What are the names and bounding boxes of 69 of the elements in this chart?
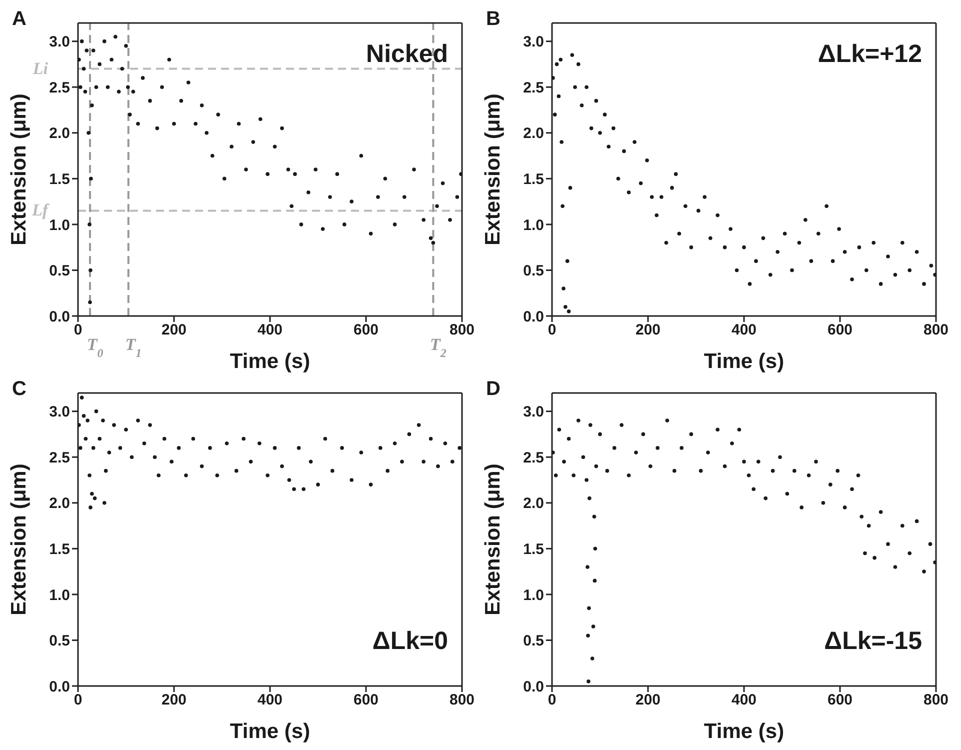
y-tick-label: 2.5 bbox=[49, 79, 70, 96]
y-tick-label: 2.0 bbox=[523, 495, 544, 512]
x-tick-label: 600 bbox=[827, 322, 853, 339]
annotation: Nicked bbox=[366, 40, 448, 69]
y-tick-label: 1.0 bbox=[49, 216, 70, 234]
x-tick-label: 800 bbox=[923, 322, 949, 339]
ref-line-label: T$_{0}$ bbox=[86, 335, 104, 360]
x-axis-title: Time (s) bbox=[230, 350, 310, 373]
ref-line-label: Lf bbox=[30, 200, 50, 220]
y-tick-label: 1.0 bbox=[523, 586, 544, 604]
y-tick-label: 2.0 bbox=[49, 125, 70, 142]
y-tick-label: 2.0 bbox=[523, 125, 544, 142]
y-tick-label: 1.0 bbox=[523, 216, 544, 234]
y-axis-title: Extension (μm) bbox=[7, 464, 30, 616]
x-tick-label: 0 bbox=[74, 322, 82, 339]
annotation: ΔLk=-15 bbox=[824, 627, 922, 656]
x-tick-label: 200 bbox=[635, 692, 661, 709]
annotation: ΔLk=0 bbox=[372, 627, 448, 656]
y-axis-title: Extension (μm) bbox=[481, 464, 504, 616]
y-tick-label: 3.0 bbox=[49, 404, 70, 421]
y-tick-label: 1.5 bbox=[49, 170, 70, 188]
y-tick-label: 2.5 bbox=[49, 449, 70, 466]
y-axis-title: Extension (μm) bbox=[481, 94, 504, 246]
y-tick-label: 0.0 bbox=[49, 308, 70, 326]
y-tick-label: 0.0 bbox=[523, 678, 544, 696]
x-tick-label: 400 bbox=[257, 692, 283, 709]
y-tick-label: 2.0 bbox=[49, 495, 70, 512]
ref-line-label: T$_{2}$ bbox=[430, 335, 446, 360]
y-tick-label: 1.0 bbox=[49, 586, 70, 604]
x-tick-label: 400 bbox=[731, 322, 757, 339]
y-axis-title: Extension (μm) bbox=[7, 94, 30, 246]
x-axis-title: Time (s) bbox=[704, 720, 784, 743]
y-tick-label: 2.5 bbox=[523, 79, 544, 96]
annotation: ΔLk=+12 bbox=[818, 40, 922, 69]
y-tick-label: 3.0 bbox=[523, 34, 544, 51]
x-tick-label: 600 bbox=[827, 692, 853, 709]
y-tick-label: 2.5 bbox=[523, 449, 544, 466]
ref-line-label: Li bbox=[32, 58, 48, 78]
x-tick-label: 400 bbox=[257, 322, 283, 339]
text: C bbox=[12, 378, 26, 401]
y-tick-label: 1.5 bbox=[49, 540, 70, 558]
y-tick-label: 1.5 bbox=[523, 540, 544, 558]
y-tick-label: 3.0 bbox=[49, 34, 70, 51]
y-tick-label: 0.5 bbox=[49, 262, 70, 280]
x-tick-label: 0 bbox=[548, 692, 556, 709]
y-tick-label: 0.5 bbox=[523, 632, 544, 650]
text: A bbox=[12, 8, 26, 31]
y-tick-label: 0.5 bbox=[523, 262, 544, 280]
x-tick-label: 400 bbox=[731, 692, 757, 709]
y-tick-label: 0.0 bbox=[523, 308, 544, 326]
x-tick-label: 800 bbox=[923, 692, 949, 709]
x-tick-label: 200 bbox=[161, 692, 187, 709]
y-tick-label: 0.0 bbox=[49, 678, 70, 696]
y-tick-label: 3.0 bbox=[523, 404, 544, 421]
x-tick-label: 200 bbox=[161, 322, 187, 339]
x-tick-label: 0 bbox=[74, 692, 82, 709]
ref-line-label: T$_{1}$ bbox=[125, 335, 142, 360]
x-tick-label: 800 bbox=[449, 692, 475, 709]
x-axis-title: Time (s) bbox=[230, 720, 310, 743]
y-tick-label: 1.5 bbox=[523, 170, 544, 188]
x-tick-label: 0 bbox=[548, 322, 556, 339]
y-tick-label: 0.5 bbox=[49, 632, 70, 650]
x-axis-title: Time (s) bbox=[704, 350, 784, 373]
text: B bbox=[486, 8, 500, 31]
text: D bbox=[486, 378, 500, 401]
x-tick-label: 200 bbox=[635, 322, 661, 339]
x-tick-label: 600 bbox=[353, 322, 379, 339]
x-tick-label: 800 bbox=[449, 322, 475, 339]
x-tick-label: 600 bbox=[353, 692, 379, 709]
